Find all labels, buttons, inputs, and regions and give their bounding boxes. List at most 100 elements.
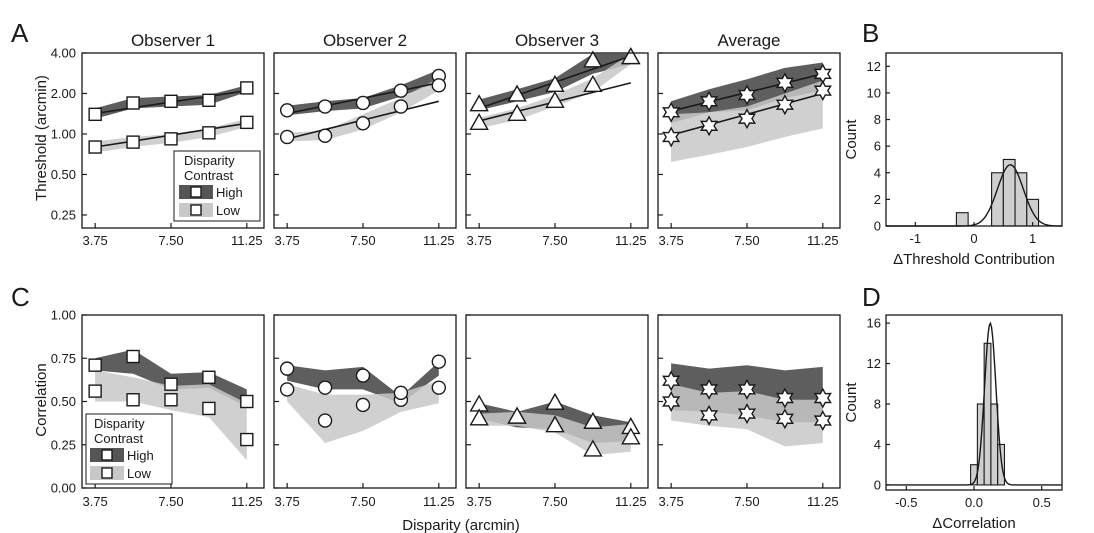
axes-frame — [657, 52, 841, 229]
chart-c-average: 3.75 7.50 11.25 — [657, 314, 841, 509]
y-tick-label: 0.50 — [51, 394, 76, 409]
marker-low — [279, 129, 295, 145]
marker-low — [737, 108, 757, 130]
marker-low — [507, 406, 527, 424]
chart-c-observer-1: 3.75 7.50 11.25 1.00 0.75 0.50 0.25 0.00 — [51, 308, 265, 509]
panel-title: Observer 3 — [515, 31, 599, 50]
x-tick-label: 11.25 — [807, 233, 839, 248]
x-tick-label: 1 — [1029, 231, 1036, 246]
y-tick-label: 4 — [874, 165, 881, 180]
x-tick-label: 3.75 — [658, 233, 683, 248]
legend-c-title-1: Disparity — [94, 416, 145, 431]
marker-low — [699, 115, 719, 137]
panel-title: Observer 1 — [131, 31, 215, 50]
legend-c-title-2: Contrast — [94, 431, 144, 446]
y-tick-label: 16 — [867, 316, 881, 331]
y-axis-label: Count — [843, 119, 860, 160]
marker-low — [583, 74, 603, 93]
panel-letter-d: D — [862, 282, 881, 312]
x-tick-label: 7.50 — [734, 233, 759, 248]
chart-a-observer-2: Observer 2 3.75 7.50 11.25 — [273, 31, 457, 248]
x-tick-label: 7.50 — [350, 233, 375, 248]
legend-c-low-label: Low — [127, 466, 151, 481]
y-tick-label: 4.00 — [51, 46, 76, 61]
legend-a-high-label: High — [216, 185, 243, 200]
y-tick-label: 0 — [874, 219, 881, 234]
panel-letter-c: C — [11, 282, 30, 312]
x-tick-label: 11.25 — [231, 233, 263, 248]
panel-title: Average — [717, 31, 780, 50]
marker-low — [355, 397, 371, 413]
marker-low — [202, 401, 216, 416]
x-axis-label: ΔCorrelation — [932, 515, 1015, 532]
marker-low — [279, 382, 295, 397]
marker-high — [164, 94, 178, 108]
marker-low — [621, 47, 641, 65]
panel-letter-b: B — [862, 18, 879, 48]
marker-low — [355, 116, 371, 131]
x-tick-label: 3.75 — [658, 494, 683, 509]
axes-frame — [885, 314, 1063, 491]
chart-d-histogram: -0.5 0.0 0.5 0 4 8 12 16 ΔCorrelation Count — [843, 314, 1063, 532]
marker-low — [240, 432, 254, 447]
legend-a: Disparity Contrast High Low — [173, 150, 261, 222]
marker-low — [507, 103, 527, 122]
legend-c-high-marker — [101, 449, 113, 461]
y-tick-label: 1.00 — [51, 126, 76, 141]
x-tick-label: 3.75 — [274, 494, 299, 509]
marker-low — [813, 80, 832, 102]
marker-high — [279, 361, 295, 376]
x-tick-label: 0.5 — [1033, 495, 1051, 510]
x-tick-label: 3.75 — [466, 494, 491, 509]
marker-high — [699, 378, 719, 400]
x-tick-label: 7.50 — [350, 494, 375, 509]
x-tick-label: 7.50 — [734, 494, 759, 509]
x-tick-label: 3.75 — [82, 494, 107, 509]
marker-low — [431, 380, 447, 395]
marker-low — [662, 391, 681, 412]
marker-low — [469, 112, 489, 131]
marker-high — [775, 387, 794, 409]
x-tick-label: 11.25 — [807, 494, 839, 509]
row-a-ylabel: Threshold (arcmin) — [33, 75, 50, 201]
legend-a-low-marker — [190, 204, 202, 216]
marker-high — [662, 101, 681, 123]
marker-high — [775, 72, 794, 94]
legend-c-high-label: High — [127, 448, 154, 463]
row-c-xlabel: Disparity (arcmin) — [402, 517, 520, 533]
marker-low — [88, 384, 102, 398]
marker-high — [126, 96, 140, 110]
x-tick-label: 11.25 — [615, 494, 647, 509]
marker-high — [737, 84, 757, 106]
row-c-ylabel: Correlation — [33, 363, 50, 436]
chart-a-observer-1: Observer 1 3.75 7.50 11.25 4.00 2.00 1.00 0.50 0… — [51, 31, 265, 248]
chart-a-average: Average 3.75 7.50 11.25 — [657, 31, 841, 248]
marker-low — [469, 408, 489, 426]
marker-low — [737, 403, 757, 425]
axes-frame — [465, 52, 649, 229]
marker-high — [737, 378, 757, 400]
histogram-bar — [990, 403, 999, 486]
marker-high — [279, 103, 295, 118]
y-tick-label: 2 — [874, 192, 881, 207]
legend-a-title-2: Contrast — [184, 168, 234, 183]
x-tick-label: 3.75 — [274, 233, 299, 248]
marker-high — [662, 370, 681, 392]
y-tick-label: 0.50 — [51, 167, 76, 182]
x-tick-label: 7.50 — [542, 494, 567, 509]
x-tick-label: -1 — [910, 231, 922, 246]
marker-high — [88, 107, 102, 122]
legend-a-title-1: Disparity — [184, 153, 235, 168]
legend-a-low-label: Low — [216, 203, 240, 218]
legend-c-low-marker — [101, 467, 113, 479]
x-tick-label: 11.25 — [423, 494, 455, 509]
marker-low — [775, 94, 794, 116]
marker-low — [621, 427, 641, 445]
histogram-bar — [997, 443, 1006, 486]
x-tick-label: 11.25 — [231, 494, 263, 509]
marker-low — [126, 135, 140, 149]
marker-low — [202, 126, 216, 140]
y-tick-label: 1.00 — [51, 308, 76, 323]
